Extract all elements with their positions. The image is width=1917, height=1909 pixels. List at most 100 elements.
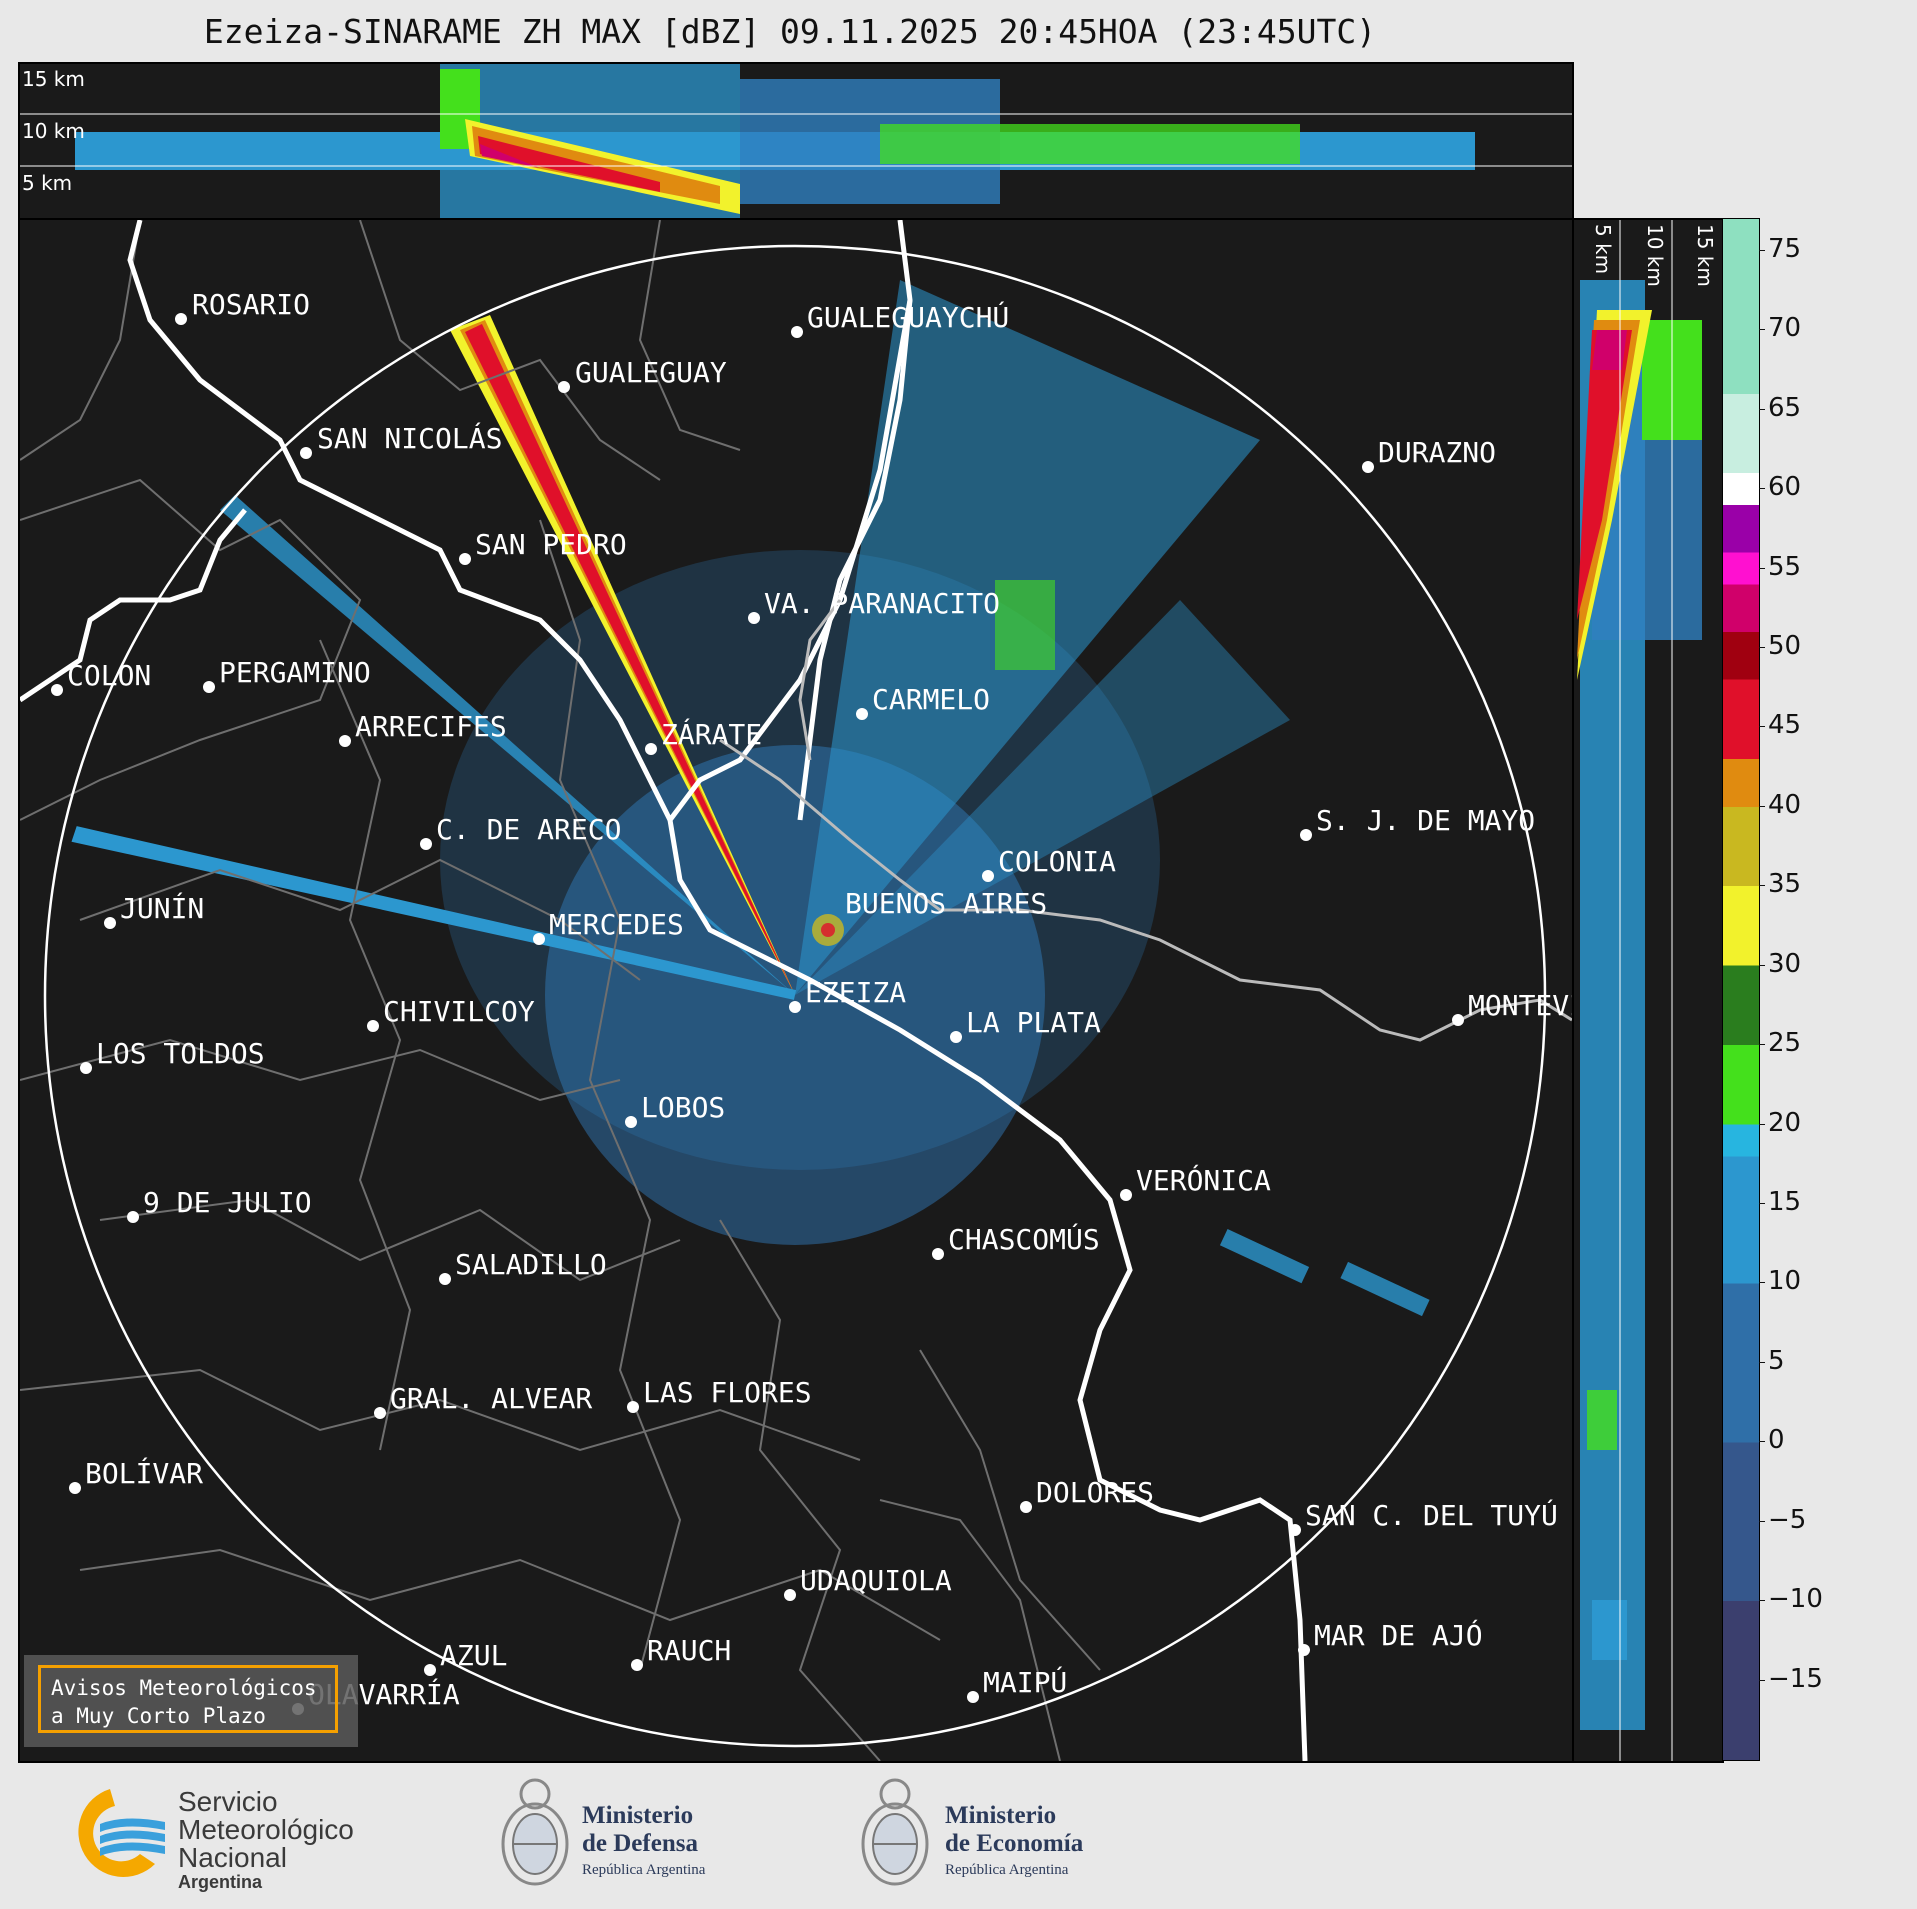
- colorbar-tick-label: 10: [1768, 1266, 1802, 1297]
- smn-line-2: Meteorológico: [178, 1814, 354, 1845]
- city-label-mercedes: MERCEDES: [549, 908, 684, 941]
- department-borders: [20, 220, 1101, 1761]
- city-label-rauch: RAUCH: [647, 1634, 731, 1667]
- height-label-10: 10 km: [22, 119, 85, 143]
- defensa-line-2: de Defensa: [582, 1830, 698, 1857]
- colorbar-tick-label: 30: [1768, 948, 1802, 979]
- warning-box[interactable]: Avisos Meteorológicos a Muy Corto Plazo: [38, 1665, 338, 1733]
- colorbar-tick-label: 45: [1768, 710, 1802, 741]
- colorbar-tick-label: 65: [1768, 392, 1802, 423]
- colorbar-tick-mark: [1759, 1361, 1765, 1363]
- city-label-buenos-aires: BUENOS AIRES: [845, 887, 1047, 920]
- colorbar-tick-label: 75: [1768, 233, 1802, 264]
- city-label-ezeiza: EZEIZA: [805, 976, 906, 1009]
- colorbar-tick-label: −5: [1768, 1504, 1807, 1535]
- colorbar-tick-mark: [1759, 567, 1765, 569]
- colorbar-tick-mark: [1759, 1123, 1765, 1125]
- city-label-saladillo: SALADILLO: [455, 1248, 607, 1281]
- warning-line-2: a Muy Corto Plazo: [51, 1704, 266, 1728]
- colorbar-tick-label: 55: [1768, 551, 1802, 582]
- city-label-c-de-areco: C. DE ARECO: [436, 813, 621, 846]
- colorbar-tick-label: 60: [1768, 472, 1802, 503]
- colorbar-tick-label: −15: [1768, 1663, 1823, 1694]
- argentina-shield-icon: [501, 1778, 569, 1886]
- economia-line-1: Ministerio: [945, 1802, 1057, 1829]
- radar-map[interactable]: ROSARIO GUALEGUAYCHÚ GUALEGUAY SAN NICOL…: [18, 218, 1574, 1763]
- colorbar-tick-label: −10: [1768, 1584, 1823, 1615]
- city-label-junin: JUNÍN: [120, 891, 204, 925]
- city-markers: ROSARIO GUALEGUAYCHÚ GUALEGUAY SAN NICOL…: [51, 288, 1572, 1715]
- city-label-arrecifes: ARRECIFES: [355, 710, 507, 743]
- colorbar-tick-label: 5: [1768, 1345, 1785, 1376]
- city-label-pergamino: PERGAMINO: [219, 656, 371, 689]
- argentina-shield-icon-2: [861, 1778, 929, 1886]
- colorbar-tick-mark: [1759, 408, 1765, 410]
- city-label-azul: AZUL: [440, 1639, 507, 1672]
- colorbar-tick-label: 70: [1768, 313, 1802, 344]
- city-label-bolivar: BOLÍVAR: [85, 1456, 203, 1490]
- colorbar-tick-label: 0: [1768, 1425, 1785, 1456]
- profile-top-svg: 15 km 10 km 5 km: [20, 64, 1572, 219]
- radar-map-svg: ROSARIO GUALEGUAYCHÚ GUALEGUAY SAN NICOL…: [20, 220, 1572, 1761]
- defensa-line-1: Ministerio: [582, 1802, 694, 1829]
- colorbar-tick-mark: [1759, 329, 1765, 331]
- city-label-san-pedro: SAN PEDRO: [475, 528, 627, 561]
- smn-line-1: Servicio: [178, 1786, 278, 1817]
- city-label-chivilcoy: CHIVILCOY: [383, 995, 535, 1028]
- city-label-udaquiola: UDAQUIOLA: [800, 1564, 952, 1597]
- city-label-colon: COLON: [67, 659, 151, 692]
- city-label-dolores: DOLORES: [1036, 1476, 1154, 1509]
- profile-side-svg: 5 km 10 km 15 km: [1577, 220, 1717, 1761]
- city-label-los-toldos: LOS TOLDOS: [96, 1037, 265, 1070]
- city-label-rosario: ROSARIO: [192, 288, 310, 321]
- defensa-line-3: República Argentina: [582, 1862, 706, 1878]
- map-title: Ezeiza-SINARAME ZH MAX [dBZ] 09.11.2025 …: [203, 12, 1377, 51]
- colorbar-tick-label: 40: [1768, 789, 1802, 820]
- city-label-sj-de-mayo: S. J. DE MAYO: [1316, 804, 1535, 837]
- city-label-durazno: DURAZNO: [1378, 436, 1496, 469]
- colorbar-tick-label: 35: [1768, 869, 1802, 900]
- city-label-mar-de-ajo: MAR DE AJÓ: [1314, 1618, 1483, 1652]
- colorbar-tick-mark: [1759, 249, 1765, 251]
- coastline-and-rivers: [20, 220, 1308, 1761]
- city-label-san-c-del-tuyu: SAN C. DEL TUYÚ: [1305, 1498, 1558, 1532]
- city-label-colonia: COLONIA: [998, 845, 1116, 878]
- colorbar-tick-label: 50: [1768, 630, 1802, 661]
- city-label-gualeguay: GUALEGUAY: [575, 356, 727, 389]
- colorbar-tick-mark: [1759, 1600, 1765, 1602]
- colorbar-tick-mark: [1759, 885, 1765, 887]
- colorbar-tick-mark: [1759, 1044, 1765, 1046]
- city-label-montevideo: MONTEVIDEO: [1468, 989, 1572, 1022]
- reflectivity-field: [71, 280, 1430, 1317]
- city-label-veronica: VERÓNICA: [1136, 1163, 1271, 1197]
- colorbar-tick-label: 15: [1768, 1186, 1802, 1217]
- smn-logo-icon: [78, 1789, 165, 1877]
- colorbar: [1722, 218, 1760, 1761]
- height-label-15: 15 km: [22, 67, 85, 91]
- side-height-label-15: 15 km: [1693, 224, 1717, 287]
- city-label-maipu: MAIPÚ: [983, 1665, 1067, 1699]
- colorbar-tick-mark: [1759, 1520, 1765, 1522]
- city-label-san-nicolas: SAN NICOLÁS: [317, 421, 502, 455]
- warning-line-1: Avisos Meteorológicos: [51, 1676, 317, 1700]
- city-label-va-paranacito: VA. PARANACITO: [764, 587, 1000, 620]
- range-ring: [43, 244, 1547, 1748]
- economia-line-3: República Argentina: [945, 1862, 1069, 1878]
- city-label-zarate: ZÁRATE: [661, 717, 762, 751]
- city-label-chascomus: CHASCOMÚS: [948, 1222, 1100, 1256]
- city-label-gral-alvear: GRAL. ALVEAR: [390, 1382, 592, 1415]
- city-label-9-de-julio: 9 DE JULIO: [143, 1186, 312, 1219]
- colorbar-tick-mark: [1759, 646, 1765, 648]
- colorbar-tick-mark: [1759, 1282, 1765, 1284]
- colorbar-tick-mark: [1759, 805, 1765, 807]
- colorbar-tick-label: 20: [1768, 1107, 1802, 1138]
- footer: Servicio Meteorológico Nacional Argentin…: [0, 1762, 1917, 1909]
- smn-line-4: Argentina: [178, 1872, 263, 1892]
- side-height-label-5: 5 km: [1591, 224, 1615, 274]
- colorbar-tick-mark: [1759, 726, 1765, 728]
- city-label-carmelo: CARMELO: [872, 683, 990, 716]
- city-label-las-flores: LAS FLORES: [643, 1376, 812, 1409]
- smn-line-3: Nacional: [178, 1842, 287, 1873]
- side-height-label-10: 10 km: [1643, 224, 1667, 287]
- vertical-profile-side: 5 km 10 km 15 km: [1570, 218, 1724, 1763]
